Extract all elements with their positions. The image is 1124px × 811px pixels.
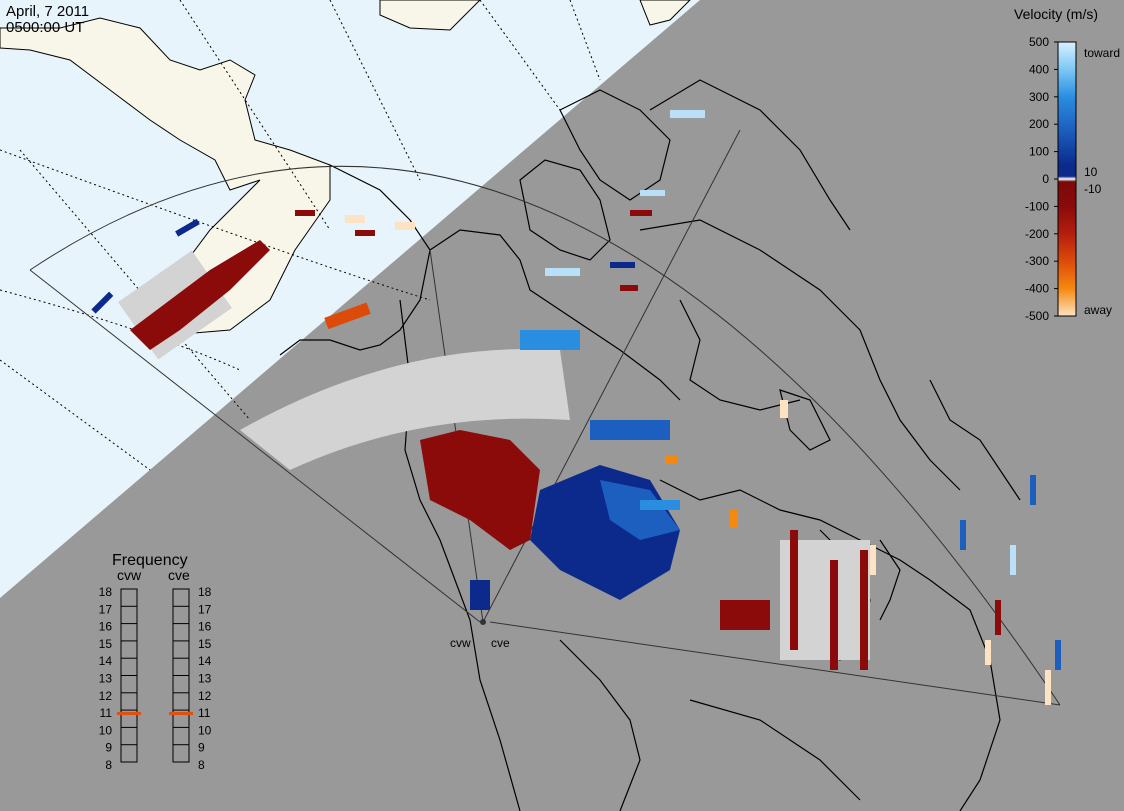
velocity-tick-label: 400 <box>1029 62 1049 76</box>
frequency-levels: 18 18 17 17 16 16 15 15 14 14 13 13 12 12 11 11 10 10 9 9 8 8 <box>99 585 212 772</box>
radar-label-cvw: cvw <box>450 636 471 650</box>
frequency-level-label-cvw: 11 <box>100 706 113 720</box>
velocity-inner-label-neg: -10 <box>1084 182 1102 196</box>
frequency-level-label-cve: 11 <box>198 706 211 720</box>
velocity-inner-label-pos: 10 <box>1084 165 1098 179</box>
velocity-colorbar: Velocity (m/s) toward away 500 400 300 200 1… <box>1014 6 1120 323</box>
velocity-away-label: away <box>1084 303 1112 317</box>
frequency-col-cve: cve <box>168 567 190 583</box>
frequency-level-label-cvw: 14 <box>99 654 113 668</box>
frequency-level-label-cve: 10 <box>198 723 212 737</box>
frequency-level-label-cve: 18 <box>198 585 212 599</box>
velocity-tick-label: -200 <box>1025 227 1049 241</box>
scatter-orange <box>324 215 1051 705</box>
frequency-level-label-cvw: 15 <box>99 637 113 651</box>
velocity-tick-label: 0 <box>1042 172 1049 186</box>
velocity-tick-label: -300 <box>1025 254 1049 268</box>
time-label: 0500:00 UT <box>6 19 84 36</box>
day-region <box>0 0 700 598</box>
frequency-panel: Frequency cvw cve 18 18 17 17 16 16 15 15 14 14 13… <box>99 552 212 772</box>
radar-label-cve: cve <box>491 636 510 650</box>
frequency-level-label-cvw: 8 <box>105 758 112 772</box>
frequency-level-label-cve: 16 <box>198 620 212 634</box>
frequency-level-label-cve: 17 <box>198 602 212 616</box>
frequency-level-label-cvw: 10 <box>99 723 113 737</box>
velocity-tick-label: 300 <box>1029 90 1049 104</box>
velocity-title: Velocity (m/s) <box>1014 6 1098 22</box>
frequency-level-label-cve: 8 <box>198 758 205 772</box>
frequency-col-cvw: cvw <box>117 567 142 583</box>
frequency-level-label-cve: 15 <box>198 637 212 651</box>
frequency-level-label-cvw: 9 <box>105 741 112 755</box>
velocity-tick-label: -500 <box>1025 309 1049 323</box>
scatter-toward <box>91 110 1061 670</box>
velocity-tick-label: -400 <box>1025 282 1049 296</box>
velocity-tick-labels: 500 400 300 200 100 0 -100 -200 -300 -400 -500 <box>1025 35 1058 323</box>
velocity-tick-label: 500 <box>1029 35 1049 49</box>
velocity-toward-label: toward <box>1084 46 1120 60</box>
velocity-tick-label: 100 <box>1029 145 1049 159</box>
frequency-level-label-cvw: 13 <box>99 672 113 686</box>
velocity-tick-label: 200 <box>1029 117 1049 131</box>
frequency-level-label-cvw: 17 <box>99 602 113 616</box>
frequency-title: Frequency <box>112 552 188 569</box>
velocity-gradient-bar <box>1057 41 1077 317</box>
frequency-level-label-cve: 9 <box>198 741 205 755</box>
radar-site-marker <box>480 619 486 625</box>
velocity-tick-label: -100 <box>1025 199 1049 213</box>
frequency-level-label-cve: 12 <box>198 689 212 703</box>
frequency-level-label-cvw: 16 <box>99 620 113 634</box>
frequency-level-label-cvw: 12 <box>99 689 113 703</box>
greenland-tip <box>639 0 691 26</box>
frequency-level-label-cve: 13 <box>198 672 212 686</box>
date-label: April, 7 2011 <box>6 3 89 20</box>
scatter-away <box>130 210 1001 670</box>
frequency-level-label-cve: 14 <box>198 654 212 668</box>
frequency-level-label-cvw: 18 <box>99 585 113 599</box>
siberia-landmass <box>379 0 481 31</box>
